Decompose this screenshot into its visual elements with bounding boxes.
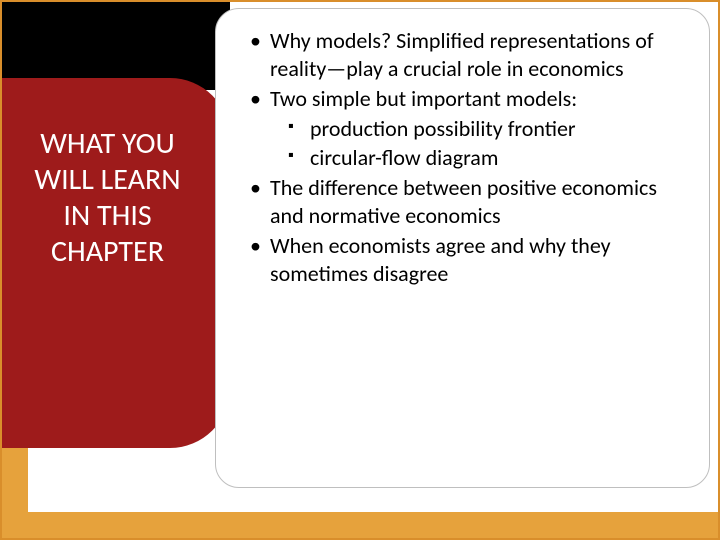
slide-border [0,0,720,540]
